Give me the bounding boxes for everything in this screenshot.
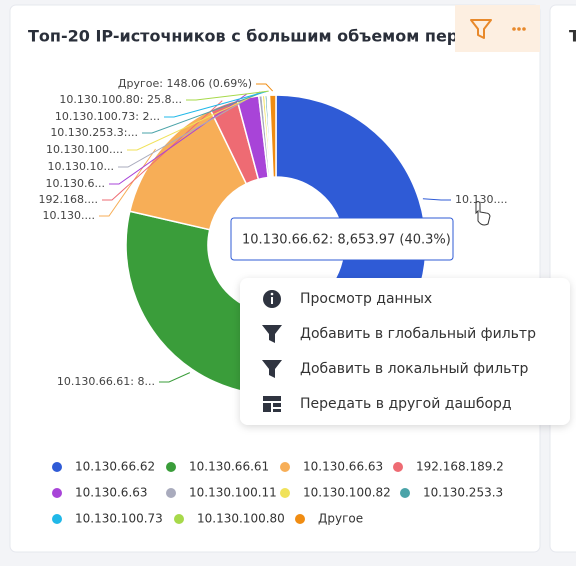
menu-item[interactable]: Просмотр данных [263,290,432,308]
filter-button[interactable] [470,19,492,39]
leader-line [256,83,274,92]
tooltip-box [230,217,454,261]
legend-label: 10.130.100.82 [303,486,391,500]
legend-label: 10.130.66.63 [303,460,383,474]
callout-label: 192.168.... [39,193,98,206]
callout-label: 10.130.100.80: 25.8... [59,93,182,106]
tooltip: 10.130.66.62: 8,653.97 (40.3%) [230,217,454,261]
toolbar [455,5,540,52]
leader-line [118,91,261,168]
menu-text: Просмотр данных [300,291,432,307]
callout-label: 10.130.253.3:... [50,126,138,139]
callout-label: 10.130.6... [46,177,105,190]
legend-swatch [400,488,410,498]
legend-label: 192.168.189.2 [416,460,504,474]
callout-label: 10.130.66.61: 8... [57,375,155,388]
callout-label: 10.130.100.... [46,143,123,156]
legend-swatch [166,488,176,498]
leader-line [186,90,269,101]
legend-swatch [166,462,176,472]
chart-title: Топ-20 IP-источников с большим объемом п… [28,27,482,46]
callout-label: Другое: 148.06 (0.69%) [118,77,252,90]
callout-label: 10.130.... [43,209,95,222]
cursor [475,201,491,226]
legend-swatch [295,514,305,524]
legend-label: 10.130.253.3 [423,486,503,500]
legend-swatch [393,462,403,472]
menu-text: Добавить в глобальный фильтр [300,326,536,342]
legend-swatch [52,462,62,472]
leader-line [142,90,266,134]
menu-box [240,278,570,425]
menu-text: Добавить в локальный фильтр [300,361,529,377]
menu-item[interactable]: Добавить в локальный фильтр [262,360,529,378]
more-button[interactable] [512,27,526,31]
legend-swatch [52,514,62,524]
leader-line [99,148,156,217]
leader-line [422,198,451,201]
slice [268,94,277,178]
callout-label: 10.130.100.73: 2... [55,110,160,123]
slice [128,109,248,231]
legend-swatch [280,462,290,472]
legend-swatch [174,514,184,524]
tooltip-text: 10.130.66.62: 8,653.97 (40.3%) [242,233,451,248]
legend-label: 10.130.100.73 [75,512,163,526]
callout-label: 10.130.... [455,193,507,206]
legend-label: 10.130.66.61 [189,460,269,474]
menu-item[interactable]: Передать в другой дашборд [263,396,512,412]
leader-line [159,372,191,383]
legend-label: 10.130.100.80 [197,512,285,526]
leader-line [164,90,268,118]
context-menu: Просмотр данных Добавить в глобальный фи… [240,278,570,425]
legend-swatch [52,488,62,498]
next-panel-title: Т [569,27,576,46]
legend-swatch [280,488,290,498]
leader-line [127,91,264,151]
legend-label: 10.130.100.11 [189,486,277,500]
menu-item[interactable]: Добавить в глобальный фильтр [262,325,536,343]
callout-label: 10.130.10... [48,160,114,173]
legend-label: Другое [318,512,363,526]
legend-label: 10.130.6.63 [75,486,148,500]
menu-text: Передать в другой дашборд [300,396,512,412]
legend-label: 10.130.66.62 [75,460,155,474]
